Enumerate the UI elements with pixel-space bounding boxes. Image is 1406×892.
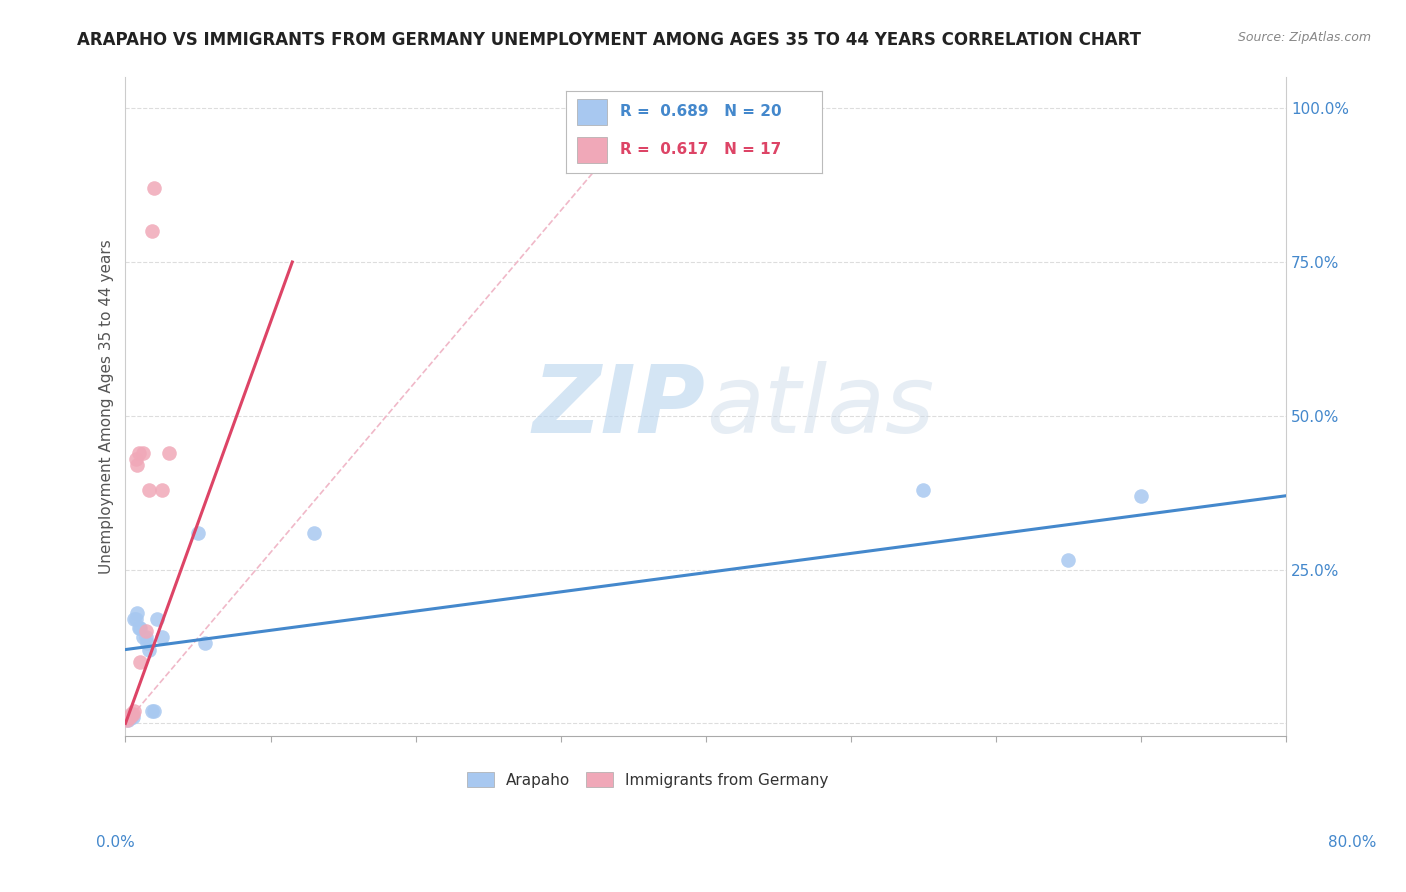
Point [150, 630, 173, 644]
Point [128, 446, 150, 460]
Point [124, 612, 146, 626]
Point [122, 612, 145, 626]
Point [129, 655, 152, 669]
Point [138, 483, 160, 497]
Point [132, 630, 155, 644]
Point [128, 621, 150, 635]
Point [143, 181, 166, 195]
Point [121, 707, 143, 722]
Point [912, 483, 935, 497]
Y-axis label: Unemployment Among Ages 35 to 44 years: Unemployment Among Ages 35 to 44 years [100, 239, 114, 574]
Point [150, 483, 173, 497]
Point [115, 714, 138, 728]
Point [1057, 553, 1080, 567]
Point [122, 704, 145, 718]
Point [143, 704, 166, 718]
Text: 0.0%: 0.0% [96, 836, 135, 850]
Point [135, 630, 157, 644]
Point [129, 621, 152, 635]
Point [138, 642, 160, 657]
Point [124, 451, 146, 466]
Point [135, 624, 157, 639]
Point [132, 446, 155, 460]
Text: ZIP: ZIP [533, 360, 706, 452]
Point [120, 707, 142, 722]
Point [121, 710, 143, 724]
Text: Source: ZipAtlas.com: Source: ZipAtlas.com [1237, 31, 1371, 45]
Point [120, 710, 142, 724]
Legend: Arapaho, Immigrants from Germany: Arapaho, Immigrants from Germany [460, 765, 835, 794]
Point [146, 612, 169, 626]
Point [141, 704, 163, 718]
Point [194, 636, 217, 650]
Text: ARAPAHO VS IMMIGRANTS FROM GERMANY UNEMPLOYMENT AMONG AGES 35 TO 44 YEARS CORREL: ARAPAHO VS IMMIGRANTS FROM GERMANY UNEMP… [77, 31, 1142, 49]
Point [136, 636, 159, 650]
Point [117, 710, 139, 724]
Point [117, 714, 139, 728]
Text: 80.0%: 80.0% [1329, 836, 1376, 850]
Text: atlas: atlas [706, 361, 934, 452]
Point [125, 458, 148, 472]
Point [118, 710, 141, 724]
Point [1129, 489, 1152, 503]
Point [141, 224, 163, 238]
Point [157, 446, 180, 460]
Point [125, 606, 148, 620]
Point [302, 525, 325, 540]
Point [187, 525, 209, 540]
